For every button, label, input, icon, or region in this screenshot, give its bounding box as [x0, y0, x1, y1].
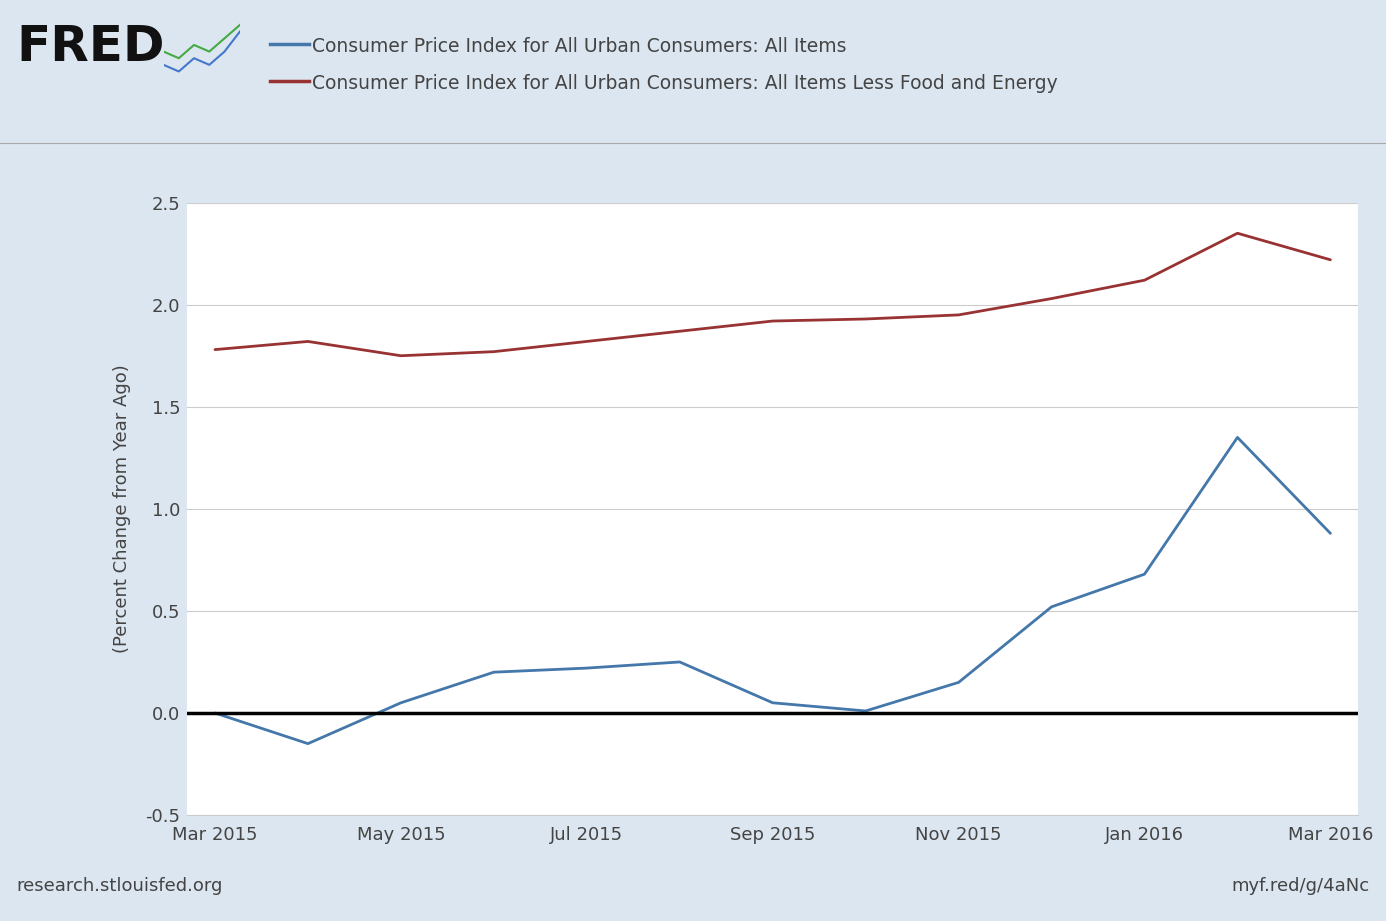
Text: research.stlouisfed.org: research.stlouisfed.org	[17, 877, 223, 895]
Text: myf.red/g/4aNc: myf.red/g/4aNc	[1231, 877, 1369, 895]
Text: FRED: FRED	[17, 23, 165, 71]
Text: Consumer Price Index for All Urban Consumers: All Items: Consumer Price Index for All Urban Consu…	[312, 37, 847, 56]
Y-axis label: (Percent Change from Year Ago): (Percent Change from Year Ago)	[114, 365, 132, 653]
Text: Consumer Price Index for All Urban Consumers: All Items Less Food and Energy: Consumer Price Index for All Urban Consu…	[312, 74, 1058, 93]
